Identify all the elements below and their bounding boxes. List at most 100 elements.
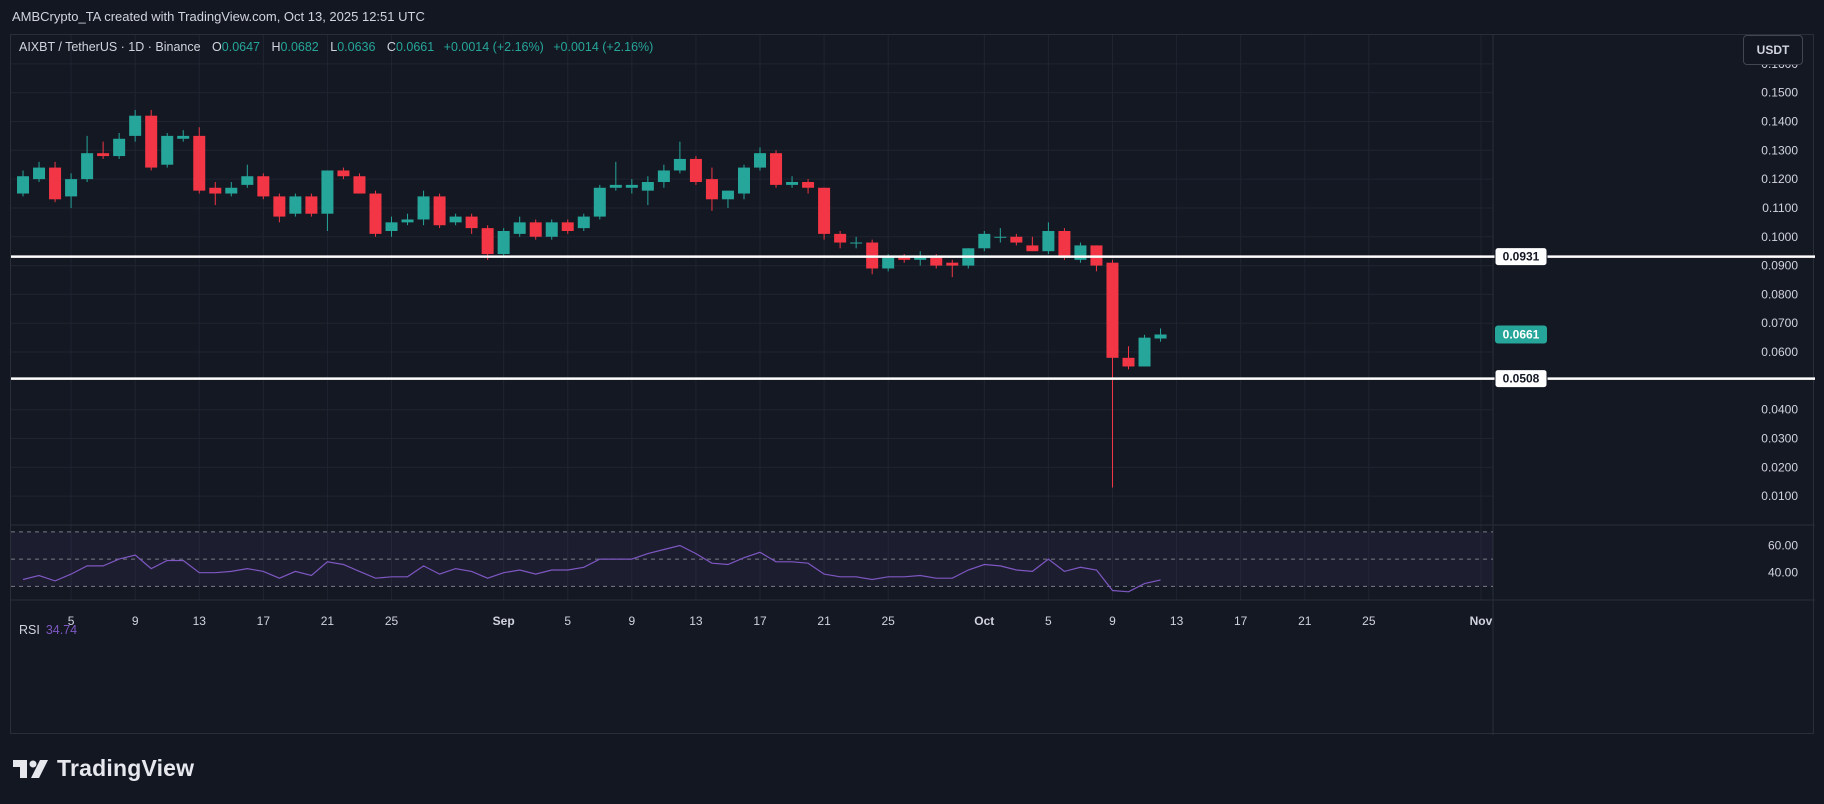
attribution-text: AMBCrypto_TA created with TradingView.co… (12, 9, 425, 24)
rsi-line[interactable] (22, 544, 1161, 593)
price-axis-label: 0.1100 (1762, 201, 1798, 215)
candle-body[interactable] (818, 187, 831, 234)
candle-body[interactable] (529, 222, 542, 237)
candle-body[interactable] (289, 196, 302, 214)
attribution-bar: AMBCrypto_TA created with TradingView.co… (0, 0, 1824, 34)
price-chart[interactable]: 0.0100 0.0200 0.0300 0.0400 0.0600 0.0700 0.08… (11, 35, 1815, 735)
candle-body[interactable] (1026, 245, 1039, 252)
candle-body[interactable] (481, 228, 494, 255)
candle-body[interactable] (513, 222, 526, 234)
open-value: 0.0647 (221, 40, 261, 54)
candle-body[interactable] (369, 193, 382, 234)
candle-body[interactable] (161, 135, 174, 165)
candle-body[interactable] (930, 256, 943, 266)
tradingview-logo-icon (13, 759, 48, 778)
last-price-label: 0.0661 (1503, 327, 1540, 341)
candle-body[interactable] (1058, 231, 1071, 257)
candle-body[interactable] (417, 196, 430, 220)
candle-body[interactable] (81, 153, 94, 180)
candle-body[interactable] (673, 158, 686, 171)
candle-body[interactable] (497, 231, 510, 255)
candle-body[interactable] (577, 216, 590, 229)
candle-body[interactable] (946, 262, 959, 266)
candle-body[interactable] (65, 179, 78, 197)
candle-body[interactable] (49, 167, 62, 200)
price-axis-label: 0.1000 (1761, 230, 1798, 244)
candle-body[interactable] (113, 138, 126, 157)
candle-body[interactable] (1010, 236, 1023, 243)
candle-body[interactable] (1106, 262, 1119, 358)
low-label: L (330, 40, 338, 54)
candle-body[interactable] (385, 222, 398, 231)
tradingview-logo[interactable]: TradingView (13, 755, 194, 782)
change-percent: +0.0014 (+2.16%) (553, 40, 654, 54)
time-axis-label: 25 (385, 614, 399, 628)
price-axis-label: 0.0900 (1761, 259, 1798, 273)
candle-body[interactable] (401, 219, 414, 223)
candle-body[interactable] (994, 236, 1007, 238)
candle-body[interactable] (689, 158, 702, 182)
level-price-label: 0.0931 (1503, 250, 1540, 264)
candle-body[interactable] (609, 184, 622, 188)
candle-body[interactable] (641, 182, 654, 191)
price-axis-label: 0.0700 (1761, 316, 1798, 330)
time-axis-label: Sep (493, 614, 515, 628)
time-axis-label: 21 (1298, 614, 1312, 628)
candle-body[interactable] (465, 216, 478, 229)
candle-body[interactable] (209, 187, 222, 194)
candle-body[interactable] (145, 115, 158, 168)
footer (0, 736, 1824, 804)
time-axis-label: 5 (68, 614, 75, 628)
candle-body[interactable] (177, 135, 190, 139)
candle-body[interactable] (1138, 337, 1151, 367)
candle-body[interactable] (978, 233, 991, 249)
candle-body[interactable] (561, 222, 574, 231)
candle-body[interactable] (754, 153, 767, 168)
candle-body[interactable] (593, 187, 606, 217)
time-axis-label: 5 (564, 614, 571, 628)
candle-body[interactable] (721, 190, 734, 200)
candle-body[interactable] (257, 176, 270, 197)
candle-body[interactable] (882, 256, 895, 269)
candle-body[interactable] (273, 196, 286, 217)
currency-button[interactable]: USDT (1743, 35, 1803, 65)
time-axis-label: 17 (257, 614, 271, 628)
level-price-tag (1494, 247, 1548, 267)
candle-body[interactable] (657, 170, 670, 182)
candle-body[interactable] (737, 167, 750, 194)
candle-body[interactable] (850, 242, 863, 244)
symbol-title[interactable]: AIXBT / TetherUS · 1D · Binance (19, 40, 201, 54)
candle-body[interactable] (305, 196, 318, 214)
candle-body[interactable] (337, 170, 350, 177)
candle-body[interactable] (786, 182, 799, 185)
candle-body[interactable] (705, 179, 718, 200)
candle-body[interactable] (193, 135, 206, 191)
candle-body[interactable] (225, 187, 238, 194)
candle-body[interactable] (353, 176, 366, 194)
rsi-value: 34.74 (45, 623, 78, 637)
candle-body[interactable] (898, 256, 911, 260)
candle-body[interactable] (17, 176, 30, 194)
candle-body[interactable] (1154, 334, 1167, 339)
candle-body[interactable] (433, 196, 446, 226)
candle-body[interactable] (802, 182, 815, 188)
candle-body[interactable] (1042, 231, 1055, 252)
candle-body[interactable] (770, 153, 783, 185)
price-axis-label: 0.0100 (1761, 489, 1798, 503)
candle-body[interactable] (241, 176, 254, 185)
candle-body[interactable] (1122, 357, 1135, 367)
rsi-axis-label: 40.00 (1768, 566, 1798, 580)
candle-body[interactable] (834, 233, 847, 243)
close-value: 0.0661 (395, 40, 435, 54)
candle-body[interactable] (545, 222, 558, 237)
time-axis-label: 17 (753, 614, 767, 628)
candle-body[interactable] (97, 153, 110, 157)
candle-body[interactable] (33, 167, 46, 180)
time-axis-label: 5 (1045, 614, 1052, 628)
candle-body[interactable] (914, 256, 927, 260)
candle-body[interactable] (625, 184, 638, 188)
candle-body[interactable] (129, 115, 142, 136)
tradingview-logo-text: TradingView (57, 755, 195, 781)
candle-body[interactable] (321, 170, 334, 214)
candle-body[interactable] (449, 216, 462, 223)
